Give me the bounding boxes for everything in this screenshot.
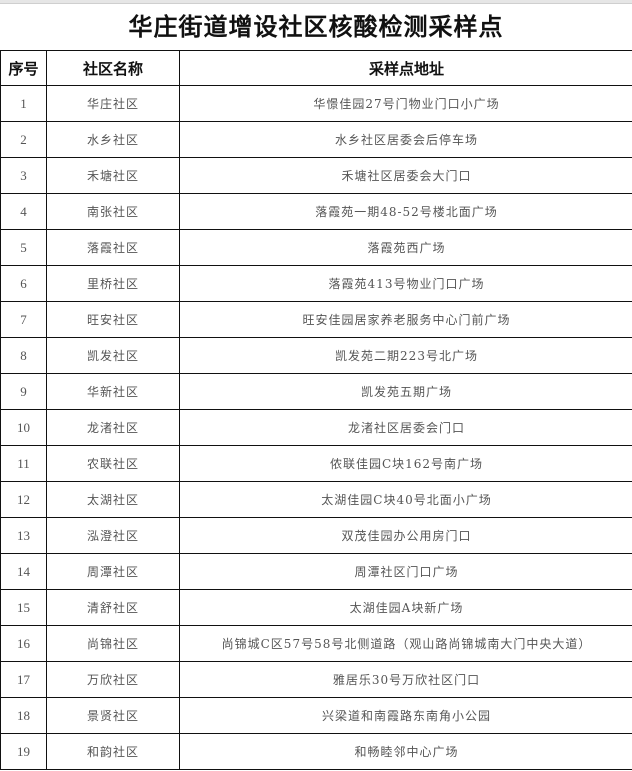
header-no: 序号 — [0, 50, 47, 86]
cell-community: 万欣社区 — [46, 661, 180, 698]
cell-community: 龙渚社区 — [46, 409, 180, 446]
cell-address: 双茂佳园办公用房门口 — [179, 517, 632, 554]
cell-address: 太湖佳园A块新广场 — [179, 589, 632, 626]
cell-address: 旺安佳园居家养老服务中心门前广场 — [179, 301, 632, 338]
cell-community: 和韵社区 — [46, 733, 180, 770]
cell-no: 12 — [0, 481, 47, 518]
cell-no: 18 — [0, 697, 47, 734]
table-row: 8 凯发社区 凯发苑二期223号北广场 — [0, 337, 632, 374]
table-row: 10 龙渚社区 龙渚社区居委会门口 — [0, 409, 632, 446]
cell-address: 落霞苑一期48-52号楼北面广场 — [179, 193, 632, 230]
cell-no: 7 — [0, 301, 47, 338]
table-row: 4 南张社区 落霞苑一期48-52号楼北面广场 — [0, 193, 632, 230]
cell-address: 尚锦城C区57号58号北侧道路（观山路尚锦城南大门中央大道） — [179, 625, 632, 662]
table-row: 15 清舒社区 太湖佳园A块新广场 — [0, 589, 632, 626]
table-row: 18 景贤社区 兴梁道和南霞路东南角小公园 — [0, 697, 632, 734]
cell-address: 龙渚社区居委会门口 — [179, 409, 632, 446]
spreadsheet-grid-strip — [0, 0, 632, 4]
table-row: 2 水乡社区 水乡社区居委会后停车场 — [0, 121, 632, 158]
cell-community: 周潭社区 — [46, 553, 180, 590]
cell-community: 水乡社区 — [46, 121, 180, 158]
table-row: 17 万欣社区 雅居乐30号万欣社区门口 — [0, 661, 632, 698]
cell-address: 和畅睦邻中心广场 — [179, 733, 632, 770]
table-row: 16 尚锦社区 尚锦城C区57号58号北侧道路（观山路尚锦城南大门中央大道） — [0, 625, 632, 662]
table-row: 13 泓澄社区 双茂佳园办公用房门口 — [0, 517, 632, 554]
cell-no: 14 — [0, 553, 47, 590]
table-row: 11 农联社区 侬联佳园C块162号南广场 — [0, 445, 632, 482]
cell-community: 南张社区 — [46, 193, 180, 230]
cell-community: 清舒社区 — [46, 589, 180, 626]
cell-address: 华憬佳园27号门物业门口小广场 — [179, 85, 632, 122]
table-row: 1 华庄社区 华憬佳园27号门物业门口小广场 — [0, 85, 632, 122]
cell-address: 侬联佳园C块162号南广场 — [179, 445, 632, 482]
table-row: 3 禾塘社区 禾塘社区居委会大门口 — [0, 157, 632, 194]
cell-no: 6 — [0, 265, 47, 302]
cell-no: 15 — [0, 589, 47, 626]
cell-address: 落霞苑西广场 — [179, 229, 632, 266]
cell-community: 禾塘社区 — [46, 157, 180, 194]
cell-no: 5 — [0, 229, 47, 266]
cell-address: 太湖佳园C块40号北面小广场 — [179, 481, 632, 518]
cell-no: 8 — [0, 337, 47, 374]
header-address: 采样点地址 — [179, 50, 632, 86]
cell-no: 1 — [0, 85, 47, 122]
cell-no: 4 — [0, 193, 47, 230]
table-row: 6 里桥社区 落霞苑413号物业门口广场 — [0, 265, 632, 302]
cell-no: 9 — [0, 373, 47, 410]
cell-address: 水乡社区居委会后停车场 — [179, 121, 632, 158]
cell-community: 景贤社区 — [46, 697, 180, 734]
table-row: 7 旺安社区 旺安佳园居家养老服务中心门前广场 — [0, 301, 632, 338]
table-row: 12 太湖社区 太湖佳园C块40号北面小广场 — [0, 481, 632, 518]
cell-community: 太湖社区 — [46, 481, 180, 518]
cell-address: 兴梁道和南霞路东南角小公园 — [179, 697, 632, 734]
cell-community: 农联社区 — [46, 445, 180, 482]
cell-no: 19 — [0, 733, 47, 770]
cell-address: 凯发苑二期223号北广场 — [179, 337, 632, 374]
cell-community: 泓澄社区 — [46, 517, 180, 554]
cell-no: 13 — [0, 517, 47, 554]
cell-no: 16 — [0, 625, 47, 662]
cell-community: 尚锦社区 — [46, 625, 180, 662]
cell-community: 旺安社区 — [46, 301, 180, 338]
cell-no: 3 — [0, 157, 47, 194]
cell-community: 华庄社区 — [46, 85, 180, 122]
cell-community: 凯发社区 — [46, 337, 180, 374]
cell-no: 17 — [0, 661, 47, 698]
table-row: 14 周潭社区 周潭社区门口广场 — [0, 553, 632, 590]
page-title: 华庄街道增设社区核酸检测采样点 — [128, 12, 504, 41]
table-row: 9 华新社区 凯发苑五期广场 — [0, 373, 632, 410]
cell-address: 禾塘社区居委会大门口 — [179, 157, 632, 194]
cell-no: 2 — [0, 121, 47, 158]
cell-community: 落霞社区 — [46, 229, 180, 266]
table-row: 19 和韵社区 和畅睦邻中心广场 — [0, 733, 632, 770]
cell-no: 11 — [0, 445, 47, 482]
cell-address: 雅居乐30号万欣社区门口 — [179, 661, 632, 698]
table-row: 5 落霞社区 落霞苑西广场 — [0, 229, 632, 266]
header-community: 社区名称 — [46, 50, 180, 86]
cell-address: 落霞苑413号物业门口广场 — [179, 265, 632, 302]
cell-community: 华新社区 — [46, 373, 180, 410]
cell-address: 凯发苑五期广场 — [179, 373, 632, 410]
cell-no: 10 — [0, 409, 47, 446]
sampling-sites-table: 序号 社区名称 采样点地址 1 华庄社区 华憬佳园27号门物业门口小广场 2 水乡社区水… — [0, 50, 632, 770]
cell-community: 里桥社区 — [46, 265, 180, 302]
cell-address: 周潭社区门口广场 — [179, 553, 632, 590]
table-header-row: 序号 社区名称 采样点地址 — [0, 50, 632, 86]
